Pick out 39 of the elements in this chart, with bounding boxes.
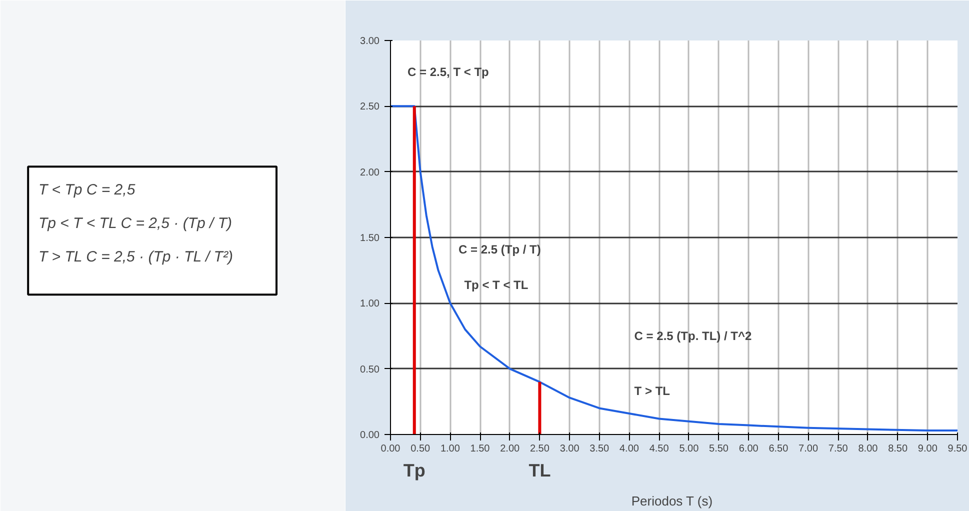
x-tick-label: 7.00 — [798, 444, 818, 454]
y-tick-label: 2.50 — [360, 102, 380, 113]
y-tick-label: 2.00 — [360, 167, 380, 178]
x-tick-label: 1.50 — [470, 444, 490, 454]
annotation: C = 2.5 (Tp / T) — [458, 242, 541, 256]
text: Tp < T < TL C = 2,5 · (Tp / T) — [38, 215, 232, 232]
x-tick-label: 2.00 — [500, 444, 520, 454]
annotation: T > TL — [634, 384, 670, 398]
x-tick-label: 5.50 — [709, 444, 729, 454]
x-tick-label: 9.50 — [948, 444, 968, 454]
annotation: C = 2.5 (Tp. TL) / T^2 — [634, 329, 752, 343]
x-tick-label: 5.00 — [679, 444, 700, 454]
x-tick-label: 7.50 — [828, 444, 848, 454]
annotation: Tp < T < TL — [464, 278, 528, 292]
x-tick-label: 6.00 — [738, 444, 759, 454]
y-tick-label: 0.50 — [360, 364, 380, 376]
y-tick-label: 0.00 — [360, 430, 380, 441]
x-tick-label: 0.50 — [410, 444, 431, 454]
x-tick-label: 6.50 — [768, 444, 789, 454]
x-tick-label: 8.50 — [888, 444, 908, 454]
ref-line-label: Tp — [403, 460, 426, 480]
ref-line-label: TL — [528, 460, 551, 480]
line-series — [390, 105, 958, 432]
x-tick-label: 3.00 — [560, 444, 580, 454]
x-tick-label: 0.00 — [380, 444, 401, 454]
x-tick-label: 4.00 — [620, 444, 640, 454]
text: T > TL C = 2,5 · (Tp · TL / T²) — [38, 248, 233, 266]
x-tick-label: 4.50 — [649, 444, 670, 454]
x-axis-title: Periodos T (s) — [631, 494, 713, 508]
x-tick-label: 1.00 — [440, 444, 460, 454]
y-tick-label: 1.00 — [360, 298, 380, 310]
annotation: C = 2.5, T < Tp — [408, 65, 489, 80]
text: T < Tp C = 2,5 — [38, 182, 136, 199]
x-tick-label: 3.50 — [590, 444, 610, 454]
x-tick-label: 8.00 — [858, 444, 878, 454]
y-tick-label: 1.50 — [360, 233, 380, 244]
y-tick-label: 3.00 — [360, 36, 380, 47]
x-tick-label: 2.50 — [530, 444, 550, 454]
x-tick-label: 9.00 — [918, 444, 938, 454]
